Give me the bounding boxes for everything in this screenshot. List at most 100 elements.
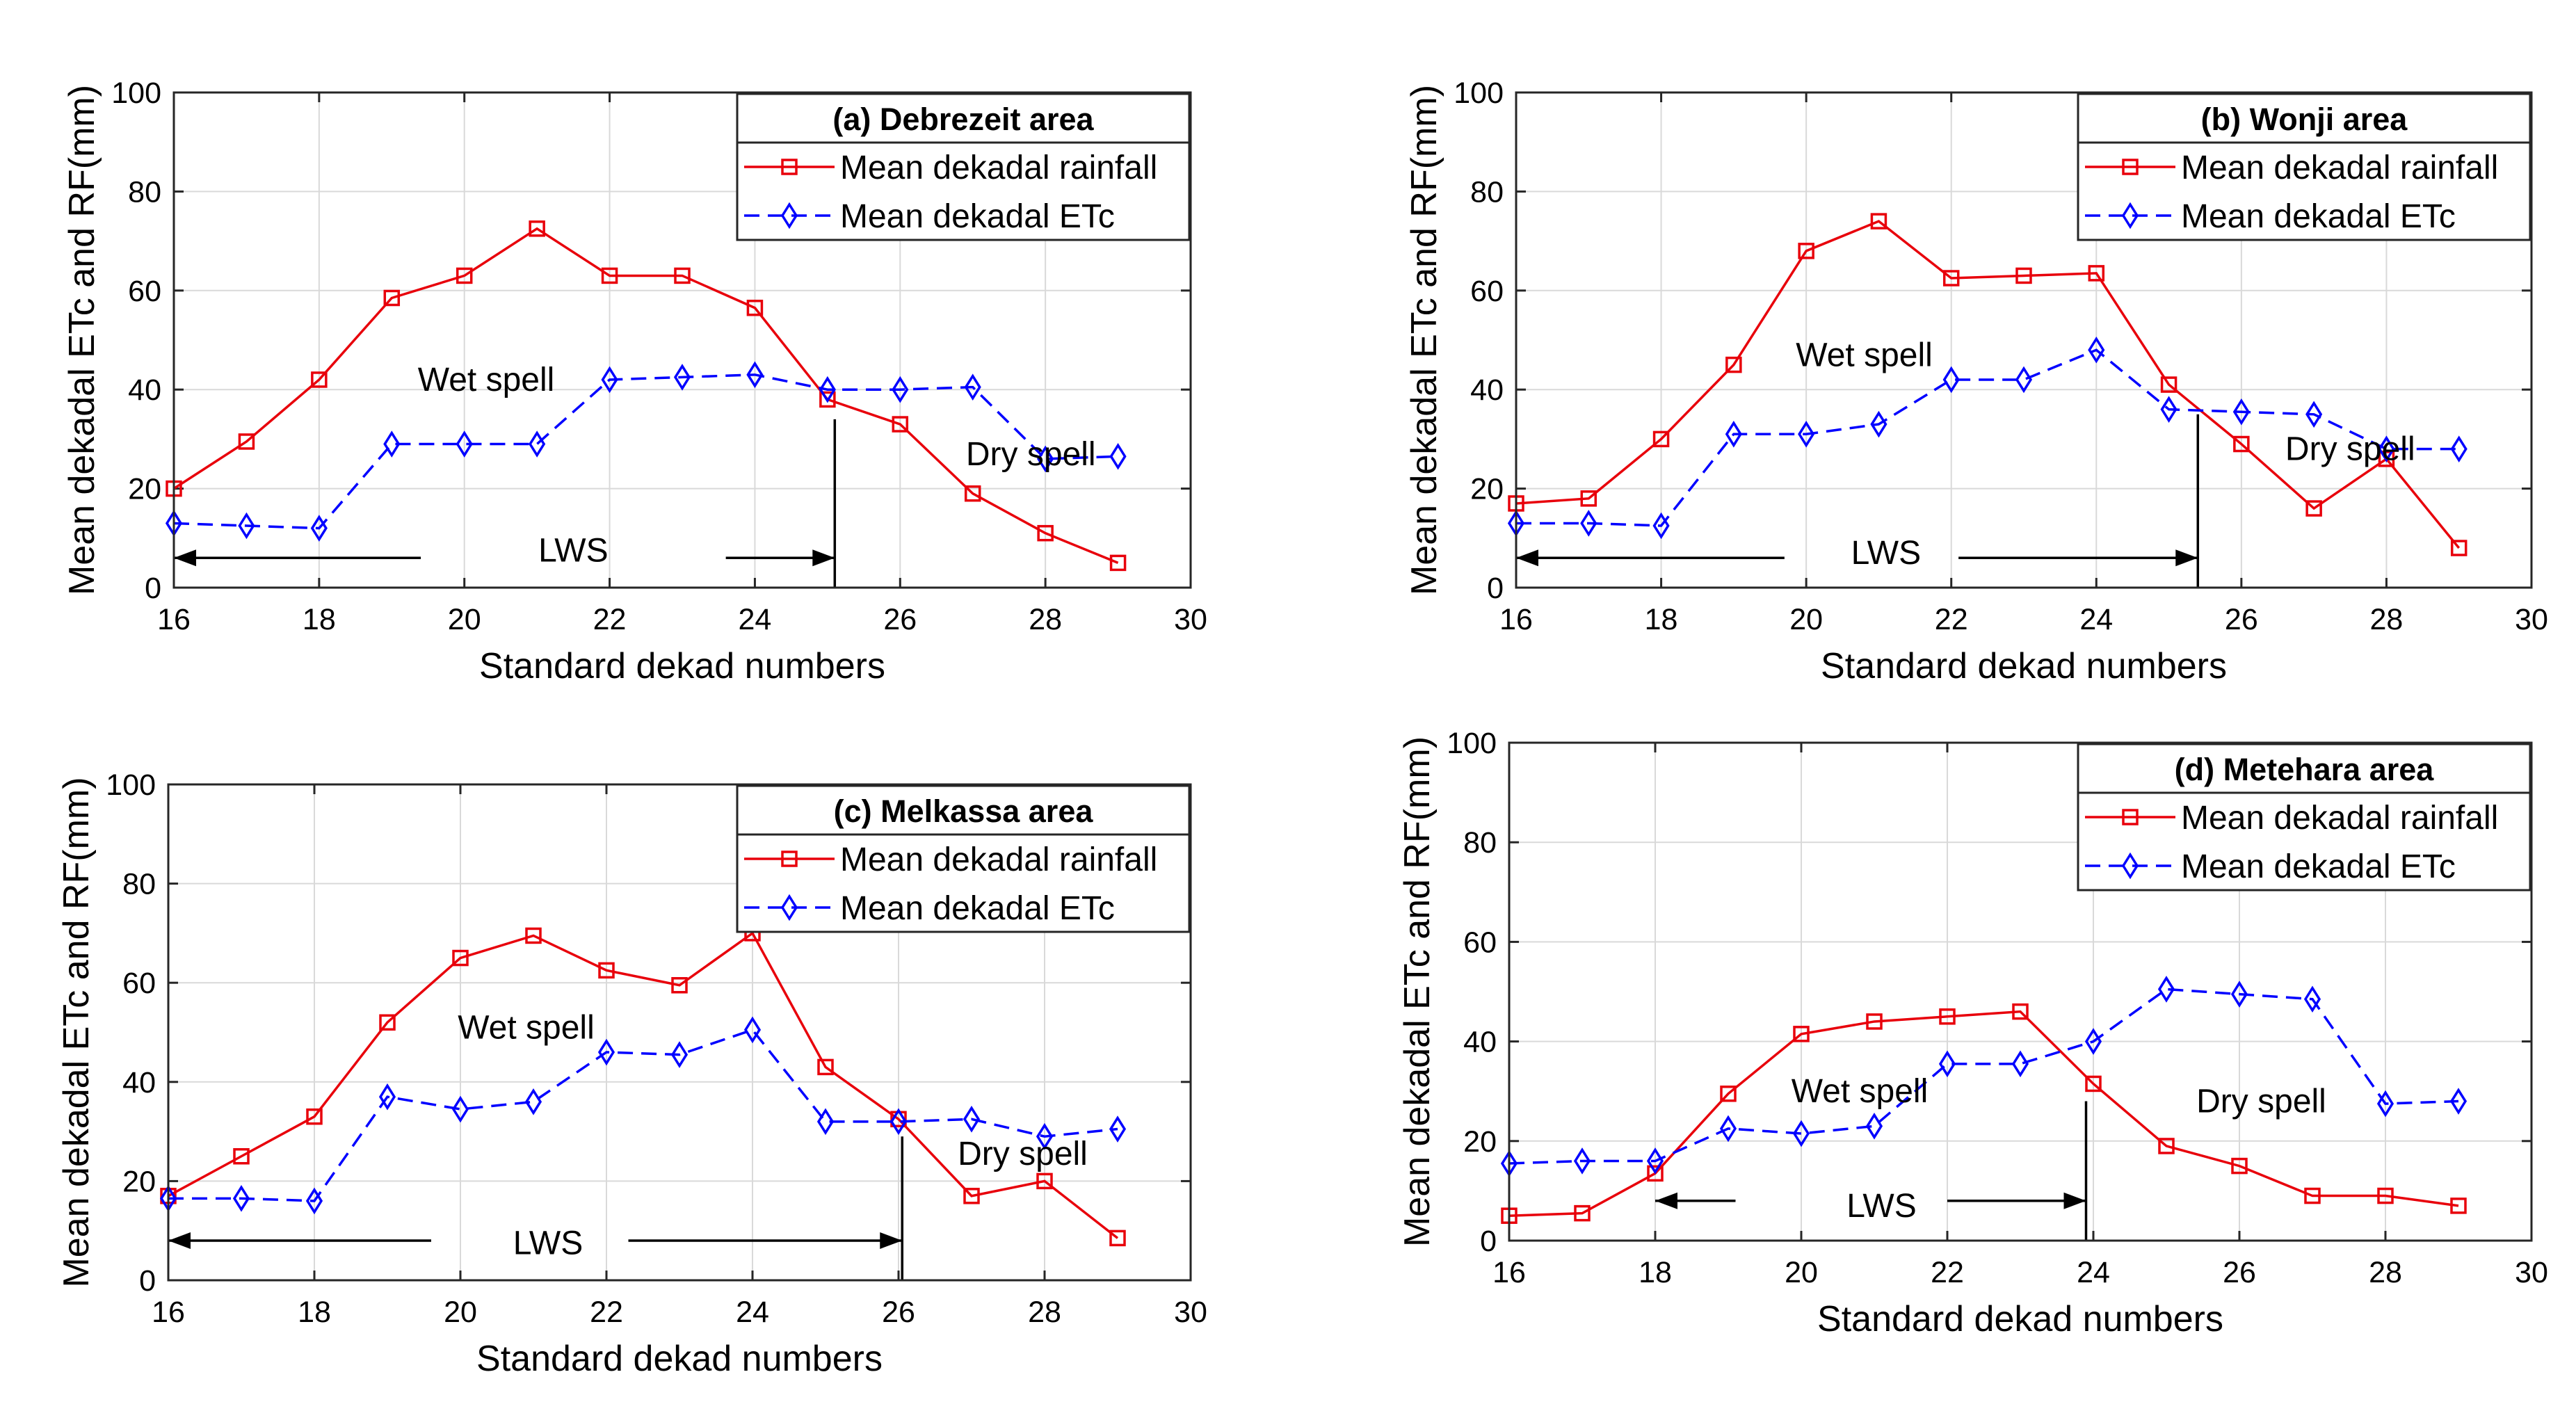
x-tick-label: 28 [2369,1256,2402,1289]
x-tick-label: 30 [1174,1296,1207,1329]
x-tick-label: 18 [1645,603,1678,636]
rainfall-point [1109,1229,1126,1247]
rainfall-point [1939,1008,1956,1025]
x-tick-label: 26 [2225,603,2258,636]
y-tick-label: 100 [106,768,156,802]
x-tick-label: 26 [883,603,917,636]
x-axis-label: Standard dekad numbers [479,646,885,686]
rainfall-point [2450,1198,2467,1214]
etc-point [1036,1122,1054,1150]
legend-entry-rainfall: Mean dekadal rainfall [2181,800,2498,837]
lws-label: LWS [513,1225,583,1262]
rainfall-point [233,1148,250,1165]
legend-entry-etc: Mean dekadal ETc [2181,848,2456,885]
lws-arrowhead-right [2175,549,2198,567]
x-tick-label: 24 [739,603,772,636]
legend-entry-etc: Mean dekadal ETc [840,198,1115,235]
rainfall-point [2012,1003,2029,1020]
chart-title: (d) Metehara area [2175,752,2435,787]
y-tick-label: 80 [128,175,161,209]
x-tick-label: 18 [298,1296,331,1329]
y-axis-label: Mean dekadal ETc and RF(mm) [62,85,102,595]
rainfall-point [1109,554,1127,572]
etc-point [1109,443,1127,470]
etc-point [2011,1050,2029,1078]
wet-spell-label: Wet spell [418,362,555,398]
rainfall-point [456,267,473,284]
legend-diamond-marker [2121,852,2139,880]
etc-point [1580,510,1597,537]
etc-point [2378,435,2395,462]
rainfall-point [2085,1075,2102,1092]
etc-point [892,376,909,403]
rainfall-point [1725,356,1742,373]
y-tick-label: 20 [1470,473,1504,506]
etc-point [232,1185,250,1212]
etc-point [1719,1115,1737,1143]
etc-point [305,1187,323,1215]
y-tick-label: 100 [1447,727,1497,760]
x-tick-label: 30 [2515,603,2548,636]
y-tick-label: 60 [128,275,161,308]
y-axis-label: Mean dekadal ETc and RF(mm) [1397,736,1438,1247]
rainfall-point [1036,1172,1053,1190]
x-tick-label: 18 [303,603,336,636]
etc-point [673,364,691,391]
etc-point [2449,1088,2468,1115]
x-tick-label: 16 [1492,1256,1526,1289]
y-tick-label: 80 [1470,175,1504,209]
legend-square-marker [781,159,798,175]
etc-point [2305,401,2323,428]
etc-point [1865,1113,1883,1140]
series-line-rainfall [1508,1010,2459,1217]
chart-panel-1: 16 18 20 22 24 26 28 30 0 20 40 60 80 100 Standard dek… [62,76,1207,686]
etc-point [1573,1147,1591,1175]
rainfall-point [1720,1086,1737,1102]
etc-point [2157,976,2175,1003]
dry-spell-label: Dry spell [2196,1083,2326,1120]
legend-diamond-marker [780,202,798,229]
rainfall-point [598,962,615,979]
y-tick-label: 0 [1487,572,1504,605]
x-tick-label: 20 [1789,603,1823,636]
etc-point [746,361,764,389]
x-tick-label: 30 [2515,1256,2548,1289]
rainfall-point [2158,1138,2175,1154]
etc-point [964,373,981,401]
y-tick-label: 40 [128,373,161,407]
y-tick-label: 60 [1463,926,1497,959]
rainfall-point [2377,1187,2394,1204]
lws-arrowhead-left [168,1232,191,1249]
chart-panel-3: 16 18 20 22 24 26 28 30 0 20 40 60 80 100 Standard dek… [56,768,1207,1379]
rainfall-point [1647,1165,1664,1182]
rainfall-point [2305,500,2322,517]
y-tick-label: 60 [122,967,156,1000]
etc-point [2015,366,2033,394]
rainfall-point [963,1188,980,1204]
etc-point [1725,420,1742,448]
etc-point [1652,512,1670,540]
x-tick-label: 26 [882,1296,915,1329]
etc-point [238,512,255,540]
rainfall-point [674,267,691,284]
y-tick-label: 20 [128,473,161,506]
chart-panel-4: 16 18 20 22 24 26 28 30 0 20 40 60 80 100 Standard dek… [1397,727,2548,1339]
axes-frame [1515,91,2533,589]
rainfall-point [2015,267,2032,284]
rainfall-point [964,485,981,502]
series-line-rainfall [168,931,1119,1239]
etc-point [1870,410,1887,438]
x-tick-label: 16 [152,1296,185,1329]
etc-point [1938,1050,1956,1078]
x-tick-label: 20 [448,603,481,636]
y-axis-label: Mean dekadal ETc and RF(mm) [56,777,97,1287]
legend-entry-rainfall: Mean dekadal rainfall [840,841,1157,878]
lws-arrowhead-right [812,549,835,567]
rainfall-point [2450,540,2468,556]
chart-panel-2: 16 18 20 22 24 26 28 30 0 20 40 60 80 100 Standard dek… [1404,76,2548,686]
lws-arrowhead-left [1655,1192,1677,1209]
rainfall-point [1652,430,1670,448]
wet-spell-label: Wet spell [1796,337,1933,373]
x-tick-label: 26 [2223,1256,2256,1289]
rainfall-point [383,289,401,307]
